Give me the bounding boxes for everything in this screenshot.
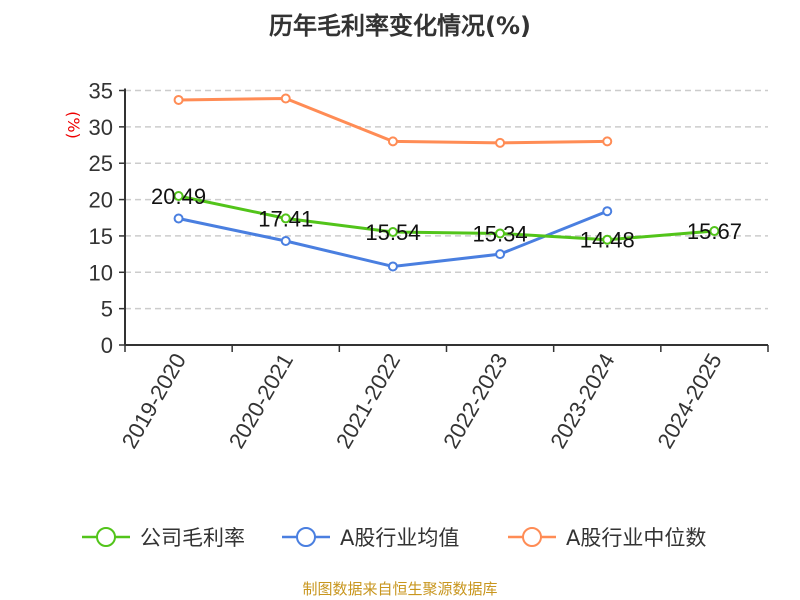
data-point — [280, 236, 291, 247]
legend-marker — [522, 527, 542, 547]
y-tick-label: 5 — [101, 297, 113, 322]
legend-label: A股行业均值 — [340, 526, 459, 550]
y-tick-label: 35 — [89, 79, 113, 104]
chart-title: 历年毛利率变化情况(%) — [269, 12, 531, 40]
y-tick-label: 25 — [89, 151, 113, 176]
data-point — [280, 213, 291, 224]
data-label: 17.41 — [258, 206, 313, 231]
x-tick-label: 2024-2025 — [652, 349, 726, 453]
data-label: 15.34 — [473, 221, 528, 246]
x-tick-label: 2019-2020 — [117, 349, 191, 453]
legend-marker — [96, 527, 116, 547]
series-line-0 — [178, 194, 715, 242]
y-tick-label: 10 — [89, 260, 113, 285]
data-point — [173, 213, 184, 224]
x-tick-label: 2022-2023 — [438, 349, 512, 453]
data-point — [495, 249, 506, 260]
data-point — [280, 93, 291, 104]
data-point — [495, 228, 506, 239]
source-footer: 制图数据来自恒生聚源数据库 — [302, 580, 498, 598]
x-tick-label: 2020-2021 — [224, 349, 298, 453]
y-tick-label: 15 — [89, 224, 113, 249]
legend-label: A股行业中位数 — [566, 526, 706, 550]
data-point — [602, 206, 613, 217]
series-line-2 — [178, 96, 608, 145]
data-label: 15.67 — [687, 219, 742, 244]
data-point — [387, 227, 398, 238]
data-point — [602, 234, 613, 245]
data-point — [602, 136, 613, 147]
y-tick-label: 20 — [89, 188, 113, 213]
data-point — [387, 261, 398, 272]
data-point — [709, 226, 720, 237]
y-tick-label: 0 — [101, 333, 113, 358]
y-axis-label: (%) — [64, 111, 83, 139]
data-label: 15.54 — [365, 220, 420, 245]
x-tick-label: 2023-2024 — [545, 349, 619, 453]
data-point — [173, 191, 184, 202]
legend-label: 公司毛利率 — [140, 526, 245, 550]
data-label: 20.49 — [151, 184, 206, 209]
data-point — [387, 136, 398, 147]
data-point — [173, 94, 184, 105]
data-label: 14.48 — [580, 228, 635, 253]
legend-marker — [296, 527, 316, 547]
x-tick-label: 2021-2022 — [331, 349, 405, 453]
data-point — [495, 137, 506, 148]
y-tick-label: 30 — [89, 115, 113, 140]
